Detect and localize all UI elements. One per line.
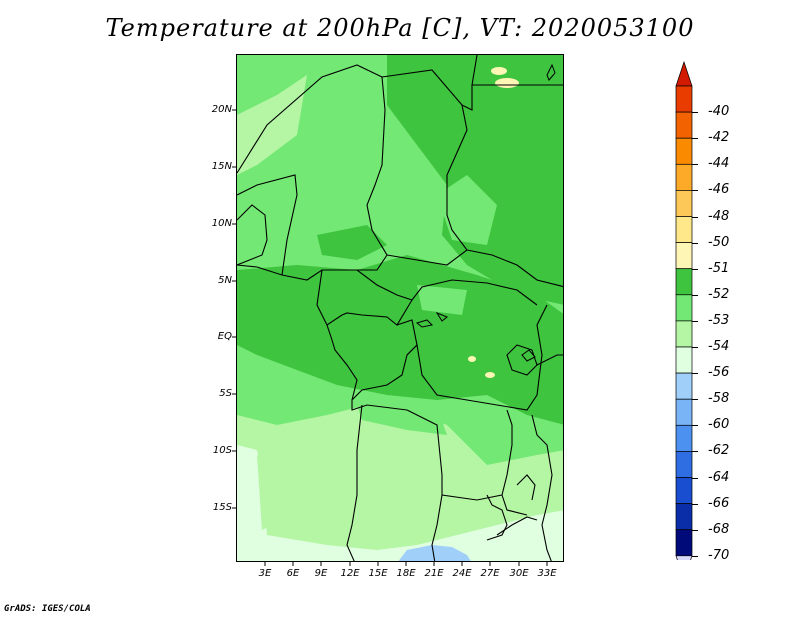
colorbar-tick <box>692 268 698 270</box>
colorbar-tick <box>692 555 698 557</box>
colorbar-top-arrow <box>675 60 693 87</box>
lat-tick-label: 20N <box>211 104 232 115</box>
country-borders <box>237 55 563 561</box>
colorbar <box>675 60 693 560</box>
colorbar-tick <box>692 164 698 166</box>
colorbar-box <box>675 451 693 478</box>
lon-tick-label: 27E <box>480 568 500 579</box>
colorbar-tick <box>692 320 698 322</box>
field-54-north <box>237 75 307 175</box>
lat-tick-label: 5N <box>218 275 232 286</box>
colorbar-box <box>675 111 693 139</box>
colorbar-level-label: -40 <box>708 104 730 120</box>
lon-tick-label: 9E <box>314 568 328 579</box>
colorbar-box <box>675 477 693 504</box>
colorbar-box <box>675 216 693 243</box>
colorbar-tick <box>692 138 698 140</box>
lat-tick-label: 15N <box>211 161 232 172</box>
colorbar-box <box>675 294 693 322</box>
colorbar-tick <box>692 529 698 531</box>
colorbar-box <box>675 398 693 426</box>
colorbar-box <box>675 320 693 348</box>
colorbar-level-label: -64 <box>708 469 730 485</box>
temperature-map <box>237 55 563 561</box>
field-52-northeast <box>387 55 563 305</box>
colorbar-level-label: -42 <box>708 130 730 146</box>
lat-tick-label: 15S <box>212 502 232 513</box>
lon-tick-label: 18E <box>396 568 416 579</box>
colorbar-box <box>675 503 693 531</box>
colorbar-box <box>675 85 693 113</box>
lat-tick-label: EQ <box>217 331 232 342</box>
field-56 <box>398 545 471 561</box>
field-55 <box>237 445 563 561</box>
colorbar-level-label: -51 <box>708 260 730 276</box>
colorbar-tick <box>692 347 698 348</box>
colorbar-tick <box>692 216 698 218</box>
colorbar-box <box>675 372 693 400</box>
colorbar-level-label: -60 <box>708 417 730 433</box>
lat-tick-label: 5S <box>219 388 232 399</box>
lakes <box>415 63 556 362</box>
colorbar-level-label: -48 <box>708 208 730 224</box>
field-53-patch-ne <box>437 175 497 245</box>
field-53-patch-c <box>417 285 467 315</box>
colorbar-boxes <box>675 60 693 560</box>
colorbar-level-label: -44 <box>708 156 730 172</box>
lon-tick-label: 21E <box>424 568 444 579</box>
field-53-patch-s <box>357 405 447 435</box>
lat-tick-label: 10N <box>211 218 232 229</box>
colorbar-level-label: -56 <box>708 365 730 381</box>
field-51-spot-1 <box>491 67 507 75</box>
field-54-south <box>237 405 563 561</box>
colorbar-box <box>675 268 693 296</box>
colorbar-box <box>675 137 693 165</box>
colorbar-tick <box>692 294 698 296</box>
colorbar-box <box>675 190 693 217</box>
colorbar-level-label: -62 <box>708 443 730 459</box>
colorbar-tick <box>692 451 698 453</box>
colorbar-level-label: -52 <box>708 286 730 302</box>
colorbar-box <box>675 529 693 557</box>
field-54-patch-sw <box>257 455 277 530</box>
colorbar-tick <box>692 503 698 505</box>
colorbar-tick <box>692 112 698 114</box>
colorbar-tick <box>692 477 698 479</box>
colorbar-level-label: -54 <box>708 339 730 354</box>
colorbar-level-label: -66 <box>708 495 730 511</box>
colorbar-tick <box>692 425 698 427</box>
colorbar-level-label: -58 <box>708 391 730 407</box>
lon-tick-label: 33E <box>537 568 557 579</box>
field-52-patch-c <box>317 225 387 260</box>
colorbar-tick <box>692 373 698 375</box>
lon-tick-label: 24E <box>452 568 472 579</box>
map-panel <box>236 54 564 562</box>
colorbar-tick <box>692 190 698 192</box>
colorbar-box <box>675 242 693 270</box>
colorbar-level-label: -53 <box>708 312 730 328</box>
lon-tick-label: 3E <box>258 568 272 579</box>
field-51-spot-3 <box>485 372 495 378</box>
credit-text: GrADS: IGES/COLA <box>4 604 91 614</box>
colorbar-level-label: -50 <box>708 234 730 250</box>
colorbar-box <box>675 346 693 374</box>
lon-tick-label: 15E <box>368 568 388 579</box>
colorbar-tick <box>692 242 698 244</box>
colorbar-bottom-arrow <box>675 555 693 560</box>
chart-title: Temperature at 200hPa [C], VT: 202005310… <box>105 14 695 42</box>
lon-tick-label: 30E <box>509 568 529 579</box>
colorbar-box <box>675 424 693 452</box>
colorbar-tick <box>692 399 698 401</box>
lon-tick-label: 12E <box>340 568 360 579</box>
lon-tick-label: 6E <box>286 568 300 579</box>
colorbar-level-label: -68 <box>708 521 730 537</box>
colorbar-box <box>675 163 693 191</box>
field-51-spot-4 <box>468 356 476 362</box>
field-53-patch-se <box>487 425 563 455</box>
colorbar-level-label: -70 <box>708 547 730 563</box>
colorbar-level-label: -46 <box>708 182 730 198</box>
lat-tick-label: 10S <box>212 445 232 456</box>
